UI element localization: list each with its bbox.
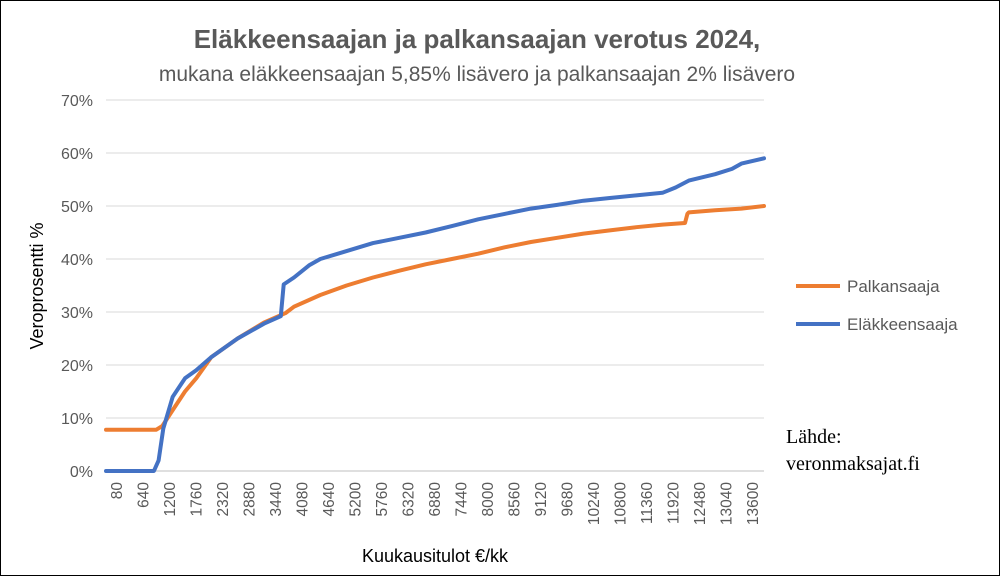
series-lines <box>104 156 766 473</box>
y-tick-label: 40% <box>61 252 93 269</box>
x-tick-label: 6880 <box>427 482 444 517</box>
x-tick-label: 80 <box>109 482 126 500</box>
y-axis-label: Veroprosentti % <box>27 222 47 349</box>
x-tick-label: 640 <box>136 482 153 508</box>
x-tick-label: 9120 <box>533 482 550 517</box>
y-tick-label: 10% <box>61 411 93 428</box>
x-tick-label: 1200 <box>162 482 179 517</box>
x-tick-label: 9680 <box>560 482 577 517</box>
y-tick-label: 70% <box>61 93 93 110</box>
x-tick-label: 11360 <box>639 482 656 524</box>
gridlines <box>106 99 764 472</box>
series-line-0 <box>104 204 766 432</box>
source-label: Lähde: <box>786 426 842 448</box>
x-tick-label: 3440 <box>268 482 285 517</box>
x-tick-label: 13600 <box>745 482 762 525</box>
x-tick-label: 4640 <box>321 482 338 517</box>
y-tick-label: 20% <box>61 358 93 375</box>
x-tick-label: 12480 <box>692 482 709 525</box>
x-tick-label: 2880 <box>242 482 259 517</box>
x-axis-label: Kuukausitulot €/kk <box>362 546 509 566</box>
series-line-1 <box>104 156 766 473</box>
y-tick-label: 50% <box>61 199 93 216</box>
x-tick-label: 5760 <box>374 482 391 517</box>
x-axis-ticks: 80 640 1200 1760 2320 2880 3440 4080 4640 5200 576… <box>109 482 762 525</box>
y-tick-label: 60% <box>61 146 93 163</box>
legend-label: Eläkkeensaaja <box>847 315 958 334</box>
x-tick-label: 8560 <box>507 482 524 517</box>
y-tick-label: 30% <box>61 305 93 322</box>
chart-title: Eläkkeensaajan ja palkansaajan verotus 2… <box>194 24 761 54</box>
x-tick-label: 10240 <box>586 482 603 525</box>
x-tick-label: 10800 <box>613 482 630 525</box>
x-tick-label: 5200 <box>348 482 365 517</box>
y-tick-label: 0% <box>70 464 93 481</box>
legend-label: Palkansaaja <box>847 277 940 296</box>
x-tick-label: 11920 <box>666 482 683 524</box>
x-tick-label: 13040 <box>719 482 736 525</box>
x-tick-label: 8000 <box>480 482 497 517</box>
x-tick-label: 1760 <box>189 482 206 517</box>
legend: Palkansaaja Eläkkeensaaja <box>796 277 958 334</box>
source-site: veronmaksajat.fi <box>786 453 920 475</box>
y-axis-ticks: 0% 10% 20% 30% 40% 50% 60% 70% <box>61 93 93 481</box>
x-tick-label: 4080 <box>295 482 312 517</box>
x-tick-label: 7440 <box>454 482 471 517</box>
x-tick-label: 2320 <box>215 482 232 517</box>
x-tick-label: 6320 <box>401 482 418 517</box>
chart-subtitle: mukana eläkkeensaajan 5,85% lisävero ja … <box>159 63 795 86</box>
